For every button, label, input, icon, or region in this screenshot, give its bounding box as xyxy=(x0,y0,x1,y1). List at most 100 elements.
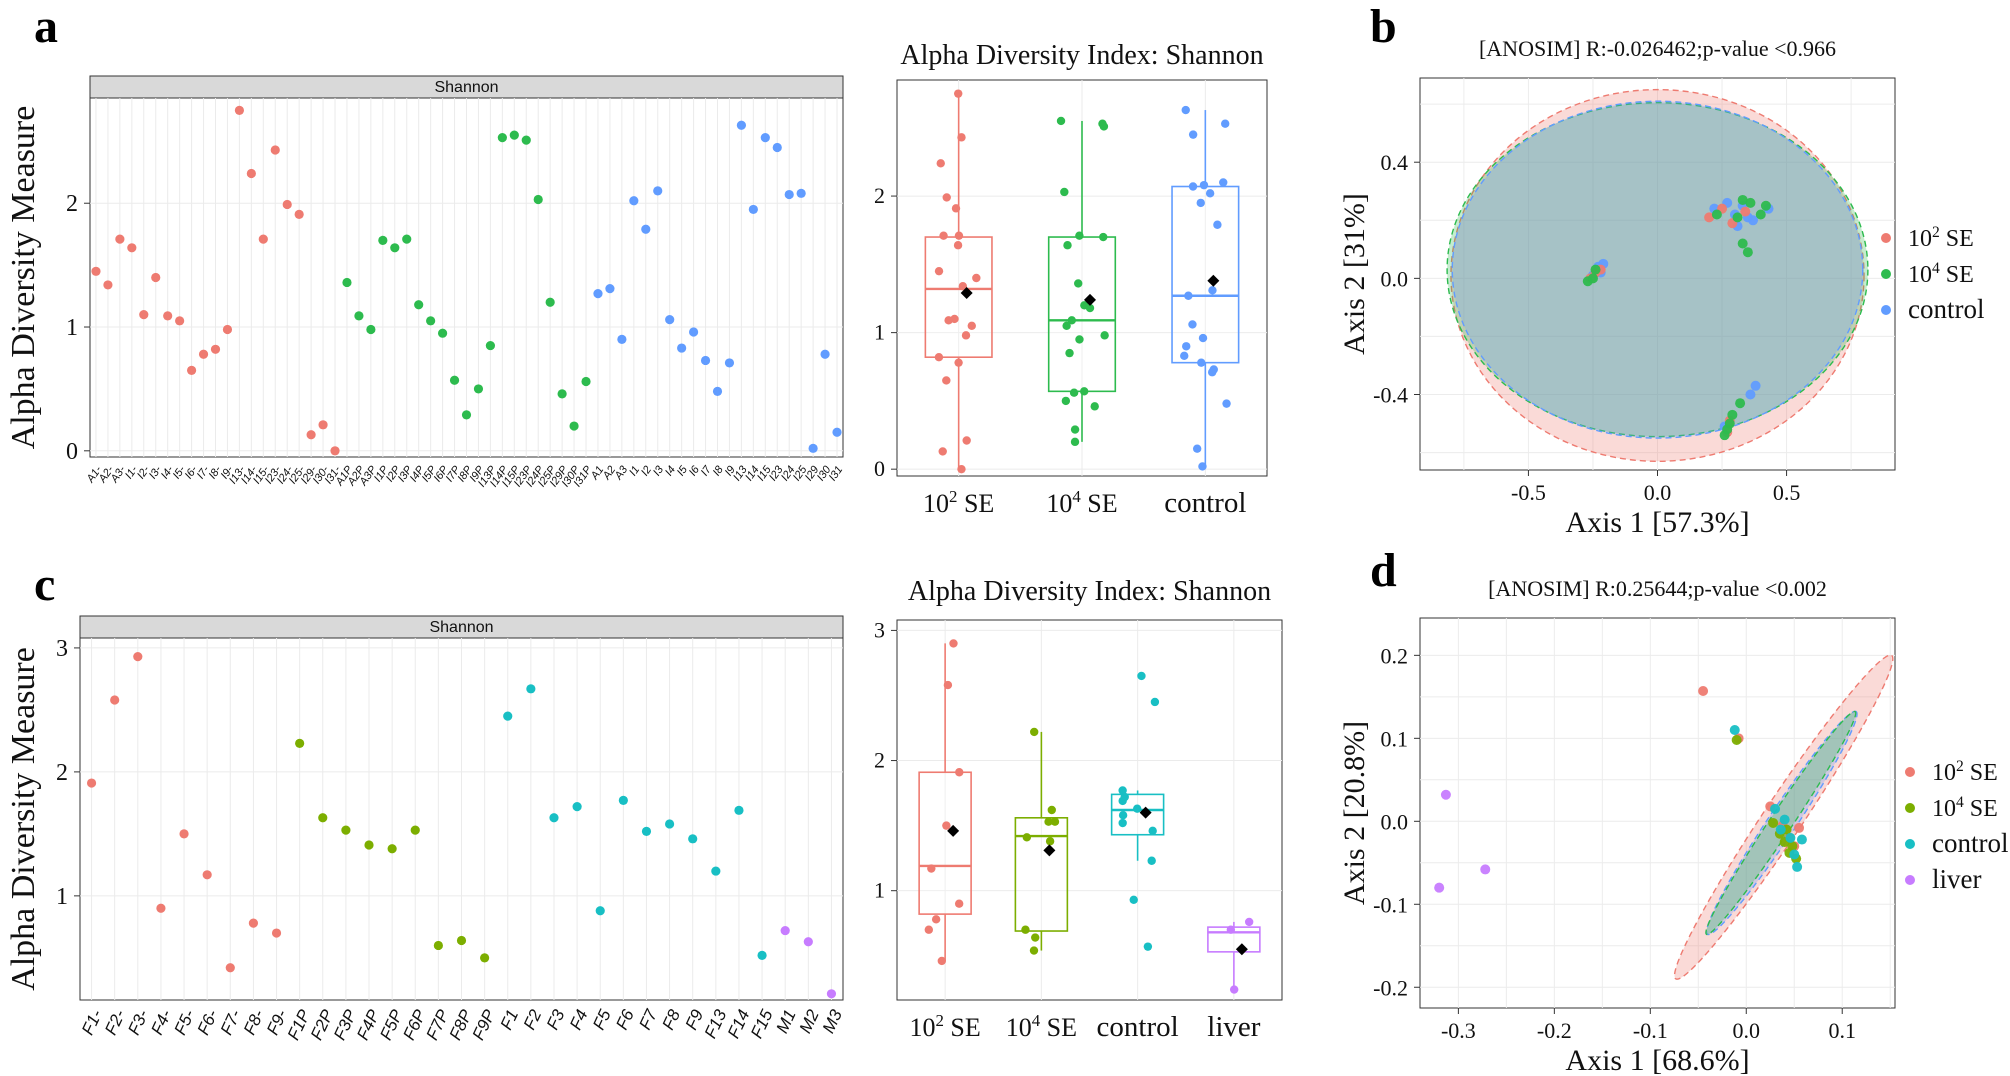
jitter-point xyxy=(1118,796,1127,806)
data-point xyxy=(593,288,603,299)
y-tick-label: 2 xyxy=(66,191,78,217)
data-point xyxy=(433,940,443,951)
data-point xyxy=(569,421,579,431)
mean-marker xyxy=(960,287,973,300)
y-tick-label: 2 xyxy=(56,760,68,786)
data-point xyxy=(270,145,280,155)
x-tick-label: F6- xyxy=(194,1006,222,1037)
x-tick-label: F8P xyxy=(446,1006,477,1043)
y-tick-label: 1 xyxy=(66,315,78,341)
y-axis-label: Alpha Diversity Measure xyxy=(5,106,42,450)
data-point xyxy=(545,297,555,307)
jitter-point xyxy=(1197,358,1206,367)
data-point xyxy=(641,826,652,836)
mean-marker xyxy=(1084,293,1096,306)
data-point xyxy=(711,866,721,876)
jitter-point xyxy=(1129,895,1138,904)
x-axis-label: Axis 1 [57.3%] xyxy=(1565,506,1749,539)
confidence-ellipse xyxy=(1446,101,1869,438)
jitter-point xyxy=(939,231,948,240)
jitter-point xyxy=(934,353,944,362)
jitter-point xyxy=(1208,286,1217,295)
jitter-point xyxy=(937,956,947,966)
jitter-point xyxy=(1085,303,1095,313)
x-tick-label: F7 xyxy=(635,1006,661,1033)
jitter-point xyxy=(954,358,963,367)
jitter-point xyxy=(1133,804,1142,813)
data-point xyxy=(617,334,627,344)
jitter-point xyxy=(1143,942,1153,951)
panel-label-d: d xyxy=(1370,544,1397,597)
y-tick-label: 1 xyxy=(56,884,68,910)
data-point xyxy=(820,349,830,359)
jitter-point xyxy=(1196,198,1205,208)
y-tick-label: -0.2 xyxy=(1373,975,1408,1000)
x-category-label: liver xyxy=(1207,1011,1260,1043)
data-point xyxy=(1729,725,1740,736)
mean-marker xyxy=(1043,844,1056,857)
jitter-point xyxy=(1198,462,1207,471)
jitter-point xyxy=(1148,826,1157,836)
y-axis-label: Axis 2 [31%] xyxy=(1338,193,1371,355)
jitter-point xyxy=(1226,925,1236,934)
data-point xyxy=(1724,418,1735,429)
chart-title: Alpha Diversity Index: Shannon xyxy=(908,576,1271,607)
y-tick-label: 1 xyxy=(874,878,885,903)
chart-title: [ANOSIM] R:0.25644;p-value <0.002 xyxy=(1488,576,1827,601)
jitter-point xyxy=(1062,321,1071,330)
data-point xyxy=(179,829,189,839)
jitter-point xyxy=(942,821,951,830)
data-point xyxy=(127,243,137,253)
data-point xyxy=(318,813,328,823)
x-tick-label: F2- xyxy=(101,1006,129,1037)
data-point xyxy=(330,446,340,456)
data-point xyxy=(461,410,472,420)
legend-key xyxy=(1905,839,1915,849)
x-tick-label: F2P xyxy=(307,1006,338,1043)
jitter-point xyxy=(1118,786,1127,795)
legend-label: liver xyxy=(1932,864,1981,894)
jitter-point xyxy=(1029,946,1039,955)
x-tick-label: -0.2 xyxy=(1537,1018,1572,1043)
jitter-point xyxy=(1030,727,1039,737)
jitter-point xyxy=(1070,437,1080,447)
box-body xyxy=(1014,817,1069,932)
data-point xyxy=(497,133,507,143)
x-tick-label: M2 xyxy=(796,1006,823,1036)
x-tick-label: F1P xyxy=(284,1006,315,1043)
data-point xyxy=(222,324,233,335)
data-point xyxy=(1731,734,1742,745)
jitter-point xyxy=(1150,697,1160,707)
x-tick-label: F2 xyxy=(520,1006,546,1033)
data-point xyxy=(1796,834,1807,845)
jitter-point xyxy=(1067,316,1076,325)
data-point xyxy=(151,272,161,283)
x-tick-label: F1- xyxy=(78,1006,106,1037)
jitter-point xyxy=(957,464,966,474)
data-point xyxy=(748,204,758,215)
jitter-point xyxy=(1070,425,1080,434)
data-point xyxy=(318,420,328,430)
data-point xyxy=(557,389,567,399)
jitter-point xyxy=(1181,105,1190,115)
data-point xyxy=(1727,409,1738,420)
jitter-point xyxy=(943,680,953,690)
data-point xyxy=(473,384,484,394)
box-body xyxy=(1171,185,1240,364)
jitter-point xyxy=(1044,817,1053,826)
x-tick-label: -0.5 xyxy=(1511,480,1546,505)
confidence-ellipse xyxy=(1451,100,1864,439)
jitter-point xyxy=(1213,220,1222,229)
x-axis-label: Axis 1 [68.6%] xyxy=(1565,1044,1749,1076)
data-point xyxy=(1434,882,1445,893)
data-point xyxy=(503,711,513,721)
jitter-point xyxy=(1061,396,1071,406)
jitter-point xyxy=(1056,116,1066,126)
data-point xyxy=(202,870,212,880)
data-point xyxy=(1590,264,1601,275)
data-point xyxy=(1775,824,1786,835)
x-tick-label: F9P xyxy=(469,1006,500,1043)
data-point xyxy=(1735,398,1746,409)
jitter-point xyxy=(1188,320,1197,329)
data-point xyxy=(1440,789,1451,800)
